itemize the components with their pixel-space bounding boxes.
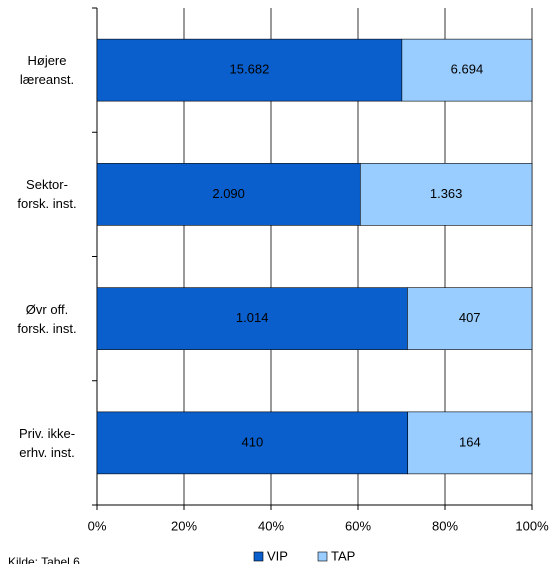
bar [359, 163, 533, 226]
value-label: 1.014 [236, 310, 269, 325]
value-label: 407 [459, 310, 481, 325]
bar [96, 163, 361, 226]
value-label: 6.694 [451, 62, 484, 77]
x-tick-label: 40% [258, 518, 284, 533]
y-tick-label: Højere læreanst. [19, 53, 75, 88]
bar [401, 38, 533, 102]
legend-swatch [253, 551, 264, 562]
x-tick-label: 80% [432, 518, 458, 533]
value-label: 15.682 [230, 62, 270, 77]
y-tick-label: Sektor- forsk. inst. [17, 177, 77, 212]
value-label: 2.090 [212, 186, 245, 201]
bar [96, 38, 403, 102]
value-label: 164 [459, 434, 481, 449]
legend-swatch [317, 551, 328, 562]
bar [96, 287, 408, 350]
legend-label: VIP [267, 548, 288, 563]
source-note: Kilde: Tabel 6 [8, 555, 80, 564]
value-label: 1.363 [430, 186, 463, 201]
legend-label: TAP [331, 548, 355, 563]
x-tick-label: 20% [171, 518, 197, 533]
x-tick-label: 0% [88, 518, 107, 533]
x-tick-label: 100% [515, 518, 549, 533]
y-tick-label: Øvr off. forsk. inst. [17, 301, 77, 336]
bar [407, 411, 533, 475]
x-tick-label: 60% [345, 518, 371, 533]
y-tick-label: Priv. ikke- erhv. inst. [18, 425, 76, 460]
value-label: 410 [242, 434, 264, 449]
bar [407, 287, 533, 350]
bar [96, 411, 409, 475]
